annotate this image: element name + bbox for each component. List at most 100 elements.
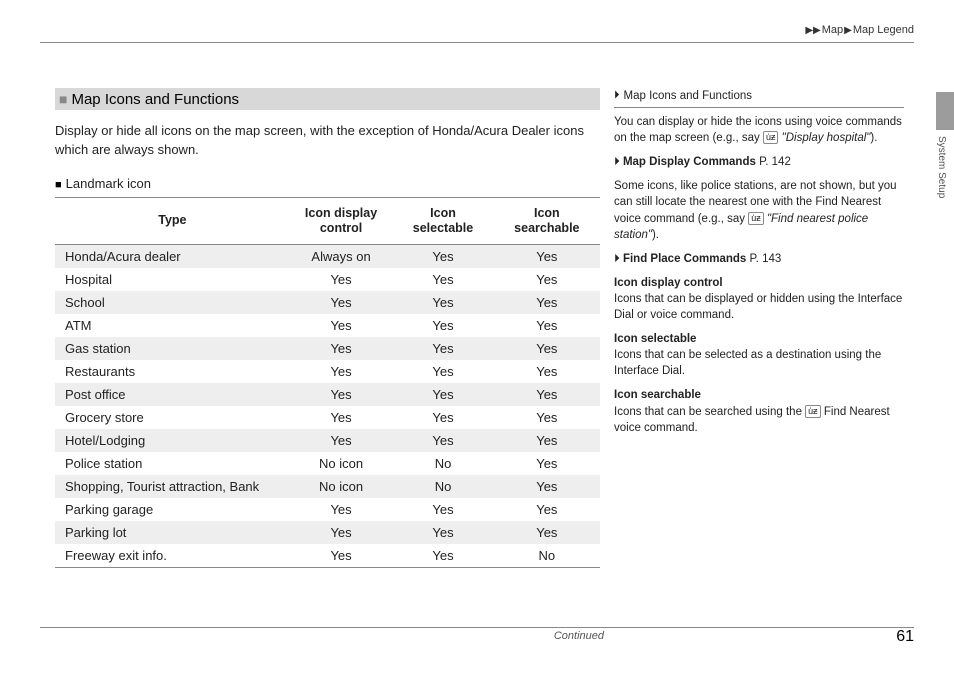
table-cell: No icon: [290, 475, 393, 498]
table-cell: Parking lot: [55, 521, 290, 544]
side-tab: System Setup: [936, 92, 954, 198]
table-row: Post officeYesYesYes: [55, 383, 600, 406]
def3: Icon searchable Icons that can be searche…: [614, 387, 904, 435]
breadcrumb-b: Map Legend: [853, 24, 914, 36]
table-cell: Yes: [392, 383, 493, 406]
table-cell: Yes: [290, 406, 393, 429]
double-chevron-icon: ⏵: [614, 88, 620, 103]
side-tab-marker: [936, 92, 954, 130]
table-cell: No: [392, 452, 493, 475]
page: ▶▶Map▶Map Legend System Setup ■ Map Icon…: [0, 0, 954, 674]
table-cell: Yes: [494, 521, 600, 544]
table-cell: Yes: [494, 452, 600, 475]
table-cell: Yes: [290, 268, 393, 291]
table-row: HospitalYesYesYes: [55, 268, 600, 291]
page-number: 61: [896, 628, 914, 646]
table-cell: Yes: [290, 521, 393, 544]
link1-text: Map Display Commands: [623, 156, 756, 168]
table-body: Honda/Acura dealerAlways onYesYesHospita…: [55, 244, 600, 567]
table-row: Shopping, Tourist attraction, BankNo ico…: [55, 475, 600, 498]
def2: Icon selectableIcons that can be selecte…: [614, 331, 904, 379]
aside-link2: ⏵ Find Place Commands P. 143: [614, 251, 904, 267]
def1-head: Icon display control: [614, 277, 723, 289]
table-cell: Yes: [494, 360, 600, 383]
table-cell: Hotel/Lodging: [55, 429, 290, 452]
table-row: Freeway exit info.YesYesNo: [55, 544, 600, 568]
table-row: Police stationNo iconNoYes: [55, 452, 600, 475]
aside-p2: Some icons, like police stations, are no…: [614, 178, 904, 242]
aside-heading-text: Map Icons and Functions: [624, 88, 753, 104]
table-row: SchoolYesYesYes: [55, 291, 600, 314]
table-cell: Police station: [55, 452, 290, 475]
def3-body-a: Icons that can be searched using the: [614, 406, 805, 418]
square-bullet-icon: ■: [55, 179, 62, 191]
table-cell: Yes: [290, 544, 393, 568]
table-header: Iconsearchable: [494, 197, 600, 244]
table-row: Hotel/LodgingYesYesYes: [55, 429, 600, 452]
table-cell: Yes: [494, 406, 600, 429]
table-row: ATMYesYesYes: [55, 314, 600, 337]
table-row: Honda/Acura dealerAlways onYesYes: [55, 244, 600, 268]
section-heading: ■ Map Icons and Functions: [55, 88, 600, 110]
chevron-right-icon: ▶▶: [805, 25, 820, 36]
table-cell: Yes: [392, 406, 493, 429]
table-row: RestaurantsYesYesYes: [55, 360, 600, 383]
table-cell: Yes: [392, 337, 493, 360]
table-row: Gas stationYesYesYes: [55, 337, 600, 360]
link1-page: P. 142: [756, 156, 791, 168]
aside-p1: You can display or hide the icons using …: [614, 114, 904, 146]
aside-column: ⏵ Map Icons and Functions You can displa…: [614, 88, 904, 444]
breadcrumb-a: Map: [822, 24, 843, 36]
table-cell: Shopping, Tourist attraction, Bank: [55, 475, 290, 498]
table-cell: Yes: [392, 498, 493, 521]
table-cell: Yes: [494, 244, 600, 268]
table-cell: Yes: [392, 244, 493, 268]
table-cell: Honda/Acura dealer: [55, 244, 290, 268]
voice-icon: u͑ƶ: [748, 212, 764, 225]
section-title: Map Icons and Functions: [71, 91, 239, 108]
table-cell: Freeway exit info.: [55, 544, 290, 568]
table-cell: Yes: [494, 268, 600, 291]
table-header: Icon displaycontrol: [290, 197, 393, 244]
def1: Icon display control Icons that can be di…: [614, 275, 904, 323]
breadcrumb: ▶▶Map▶Map Legend: [804, 24, 914, 36]
table-row: Grocery storeYesYesYes: [55, 406, 600, 429]
square-bullet-icon: ■: [59, 91, 67, 107]
aside-p2c: ).: [652, 229, 659, 241]
table-row: Parking lotYesYesYes: [55, 521, 600, 544]
section-intro: Display or hide all icons on the map scr…: [55, 122, 600, 160]
landmark-table: TypeIcon displaycontrolIconselectableIco…: [55, 197, 600, 568]
table-cell: Yes: [494, 429, 600, 452]
subheading-text: Landmark icon: [66, 176, 151, 191]
table-cell: Yes: [290, 429, 393, 452]
def2-head: Icon selectable: [614, 333, 696, 345]
table-cell: Grocery store: [55, 406, 290, 429]
table-cell: Yes: [290, 383, 393, 406]
table-cell: Yes: [290, 314, 393, 337]
def1-body: Icons that can be displayed or hidden us…: [614, 293, 902, 321]
table-cell: Yes: [494, 498, 600, 521]
table-head: TypeIcon displaycontrolIconselectableIco…: [55, 197, 600, 244]
def3-head: Icon searchable: [614, 389, 701, 401]
table-cell: Yes: [290, 291, 393, 314]
aside-p1b: "Display hospital": [782, 132, 871, 144]
table-header: Type: [55, 197, 290, 244]
table-cell: Yes: [494, 475, 600, 498]
table-cell: Yes: [392, 291, 493, 314]
table-cell: Post office: [55, 383, 290, 406]
continued-label: Continued: [554, 630, 604, 642]
side-tab-label: System Setup: [936, 136, 947, 198]
table-cell: No: [494, 544, 600, 568]
table-cell: Yes: [494, 314, 600, 337]
table-cell: Hospital: [55, 268, 290, 291]
table-cell: Yes: [494, 291, 600, 314]
table-cell: Yes: [392, 521, 493, 544]
table-cell: No icon: [290, 452, 393, 475]
table-cell: Yes: [494, 337, 600, 360]
voice-icon: u͑ƶ: [805, 405, 821, 418]
table-cell: ATM: [55, 314, 290, 337]
table-cell: Restaurants: [55, 360, 290, 383]
bottom-rule: Continued 61: [40, 627, 914, 646]
aside-p1c: ).: [870, 132, 877, 144]
voice-icon: u͑ƶ: [763, 131, 779, 144]
